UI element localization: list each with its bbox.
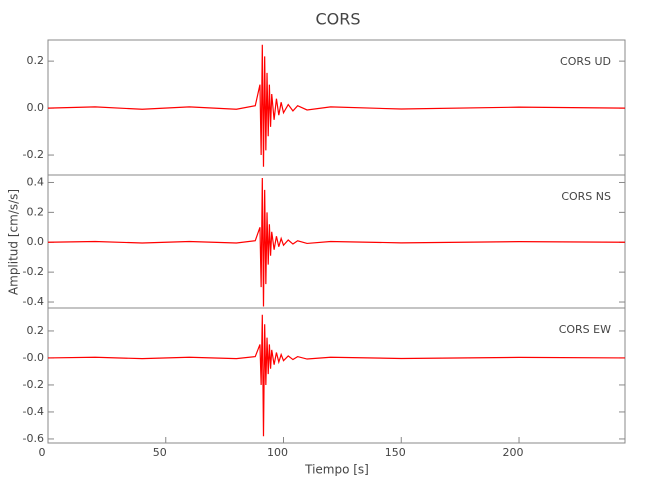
y-tick-label: -0.2 [23,148,44,161]
trace-line [47,44,626,167]
trace-line [47,314,626,437]
x-tick-label: 200 [503,446,524,459]
y-tick-label: 0.4 [27,175,45,188]
y-tick-label: -0.2 [23,265,44,278]
x-axis-label: Tiempo [s] [304,463,369,477]
y-tick-label: 0.2 [27,54,45,67]
y-tick-label: -0.4 [23,405,44,418]
x-tick-label: 100 [267,446,288,459]
chart-title: CORS [315,10,360,29]
y-tick-label: 0.0 [27,235,45,248]
y-tick-label: 0.0 [27,101,45,114]
x-tick-label: 150 [385,446,406,459]
x-tick-label: 50 [153,446,167,459]
trace-label: CORS EW [559,323,611,336]
y-tick-label: -0.6 [23,432,44,445]
x-tick-label: 0 [39,446,46,459]
y-tick-label: -0.0 [23,351,44,364]
y-tick-label: -0.4 [23,295,44,308]
y-tick-label: 0.2 [27,324,45,337]
y-tick-label: 0.2 [27,205,45,218]
trace-label: CORS UD [560,55,611,68]
y-tick-label: -0.2 [23,378,44,391]
trace-label: CORS NS [561,190,611,203]
panel-frame [47,307,626,444]
y-axis-label: Amplitud [cm/s/s] [7,189,21,295]
trace-line [47,177,626,307]
